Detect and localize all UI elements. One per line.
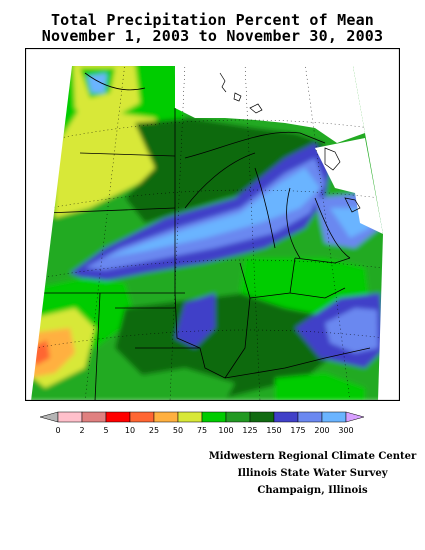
legend-tick-label: 5 <box>103 426 108 435</box>
legend-color-box <box>177 411 203 423</box>
legend-color-box <box>81 411 107 423</box>
lake-outline <box>249 103 263 114</box>
credit-line-2: Illinois State Water Survey <box>237 468 388 479</box>
legend-color-box <box>249 411 275 423</box>
lake-michigan-west-shore <box>254 167 276 249</box>
boundary-line <box>184 152 256 209</box>
legend-color-box <box>105 411 131 423</box>
legend-color-box <box>57 411 83 423</box>
boundary-line <box>294 257 351 264</box>
legend-tick-label: 300 <box>338 426 353 435</box>
boundary-line <box>44 207 176 214</box>
legend-tick-label: 200 <box>314 426 329 435</box>
color-legend: 0 2 5 10 25 50 75 100 125 150 175 200 300 <box>39 411 365 435</box>
legend-color-box <box>153 411 179 423</box>
boundary-line <box>224 262 251 379</box>
credit-line-1: Midwestern Regional Climate Center <box>208 451 417 462</box>
legend-tick-label: 10 <box>125 426 135 435</box>
lat-lon-grid <box>34 66 383 401</box>
precipitation-map <box>25 48 400 401</box>
legend-color-box <box>297 411 323 423</box>
grid-line <box>244 66 261 401</box>
legend-color-box <box>129 411 155 423</box>
legend-tick-label: 100 <box>218 426 233 435</box>
boundary-line <box>289 287 346 299</box>
legend-color-box <box>225 411 251 423</box>
legend-tick-label: 25 <box>149 426 159 435</box>
lake-outline <box>344 197 361 213</box>
legend-tick-label: 175 <box>290 426 305 435</box>
legend-color-box <box>321 411 347 423</box>
lake-outline <box>219 72 227 93</box>
legend-tick-label: 125 <box>242 426 257 435</box>
state-boundaries <box>35 72 371 401</box>
grid-line <box>59 119 371 139</box>
blue-band-core <box>105 168 320 258</box>
se-blue-region <box>325 308 378 353</box>
credit-line-3: Champaign, Illinois <box>257 485 368 496</box>
lake-outline <box>324 147 341 171</box>
boundary-line <box>184 131 326 159</box>
legend-color-box <box>273 411 299 423</box>
lake-michigan-east-shore <box>286 187 301 259</box>
precipitation-field <box>31 66 383 401</box>
legend-tick-label: 0 <box>55 426 60 435</box>
boundary-line <box>224 347 371 379</box>
canada-lakes <box>219 72 361 213</box>
map-title-line-1: Total Precipitation Percent of Mean <box>50 11 375 29</box>
grid-line <box>169 66 186 401</box>
south-green-strip <box>125 368 235 401</box>
map-border <box>25 48 400 401</box>
se-green-strip <box>275 373 365 401</box>
sw-orange-region <box>31 328 75 378</box>
legend-tick-label: 50 <box>173 426 183 435</box>
boundary-line <box>84 72 146 91</box>
boundary-line <box>94 292 101 401</box>
boundary-line <box>314 197 351 259</box>
grid-line <box>304 66 351 401</box>
central-indigo-patch <box>175 293 215 348</box>
canada-blank-east <box>315 138 383 234</box>
lake-outline <box>233 92 242 102</box>
boundary-line <box>79 152 176 157</box>
legend-color-box <box>201 411 227 423</box>
legend-tick-label: 2 <box>79 426 84 435</box>
legend-tick-labels: 0 2 5 10 25 50 75 100 125 150 175 200 300 <box>55 426 353 435</box>
legend-arrow-low <box>39 411 59 423</box>
legend-arrow-high <box>345 411 365 423</box>
grid-line <box>84 66 126 401</box>
legend-tick-label: 75 <box>197 426 207 435</box>
map-title-line-2: November 1, 2003 to November 30, 2003 <box>41 27 384 45</box>
blue-band-middle <box>85 158 325 270</box>
legend-tick-label: 150 <box>266 426 281 435</box>
legend-color-boxes <box>39 411 365 423</box>
